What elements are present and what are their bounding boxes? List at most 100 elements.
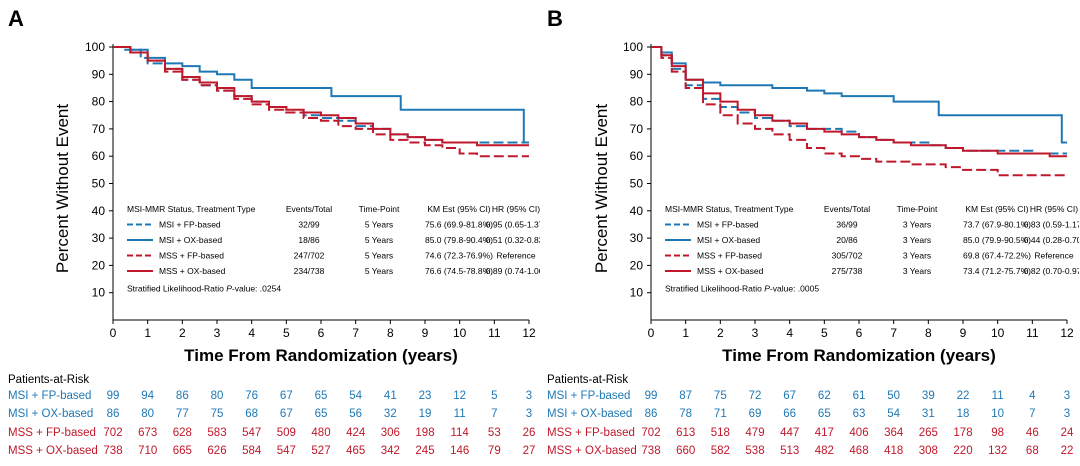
risk-count: 62	[817, 390, 831, 402]
risk-count: 3	[525, 390, 533, 402]
panel-b: B 10 20 30 40 50 60 70 80 90 100 0 1 2 3 4 5 6 7 8 9 10 11 12 T…	[539, 0, 1079, 466]
risk-count: 132	[988, 445, 1008, 457]
legend-timepoint: 3 Years	[903, 235, 931, 245]
risk-count: 65	[314, 408, 328, 420]
risk-count: 738	[103, 445, 123, 457]
risk-count: 613	[676, 427, 696, 439]
pvalue-p: P	[764, 284, 770, 294]
x-tick-label: 3	[752, 326, 759, 340]
risk-count: 19	[418, 408, 432, 420]
risk-count: 86	[106, 408, 120, 420]
risk-count: 87	[679, 390, 693, 402]
km-curve-mss-fp-based	[651, 46, 1067, 177]
risk-count: 7	[1029, 408, 1036, 420]
risk-count: 56	[349, 408, 363, 420]
x-tick-label: 9	[422, 326, 429, 340]
risk-count: 67	[279, 408, 293, 420]
y-tick-label: 60	[630, 149, 644, 163]
legend-label: MSS + OX-based	[159, 266, 226, 276]
y-tick-label: 60	[92, 149, 106, 163]
x-tick-label: 1	[682, 326, 689, 340]
risk-count: 41	[383, 390, 397, 402]
legend-events: 32/99	[298, 220, 320, 230]
legend-timepoint: 5 Years	[365, 235, 393, 245]
risk-row-label: MSS + OX-based	[547, 445, 637, 457]
risk-table-title: Patients-at-Risk	[8, 374, 90, 386]
risk-row: MSS + OX-based 738 710 665 626 584 547 527 465 34…	[8, 445, 538, 461]
risk-count: 86	[175, 390, 189, 402]
x-tick-label: 10	[453, 326, 467, 340]
x-tick-label: 10	[991, 326, 1005, 340]
legend-events: 305/702	[832, 251, 863, 261]
risk-row: MSI + OX-based 86 80 77 75 68 67 65 56 32 19 11 7 3	[8, 408, 538, 424]
risk-count: 406	[849, 427, 869, 439]
risk-count: 509	[276, 427, 296, 439]
y-tick-label: 50	[92, 177, 106, 191]
legend-header: MSI-MMR Status, Treatment Type	[127, 204, 256, 214]
legend-timepoint: 3 Years	[903, 220, 931, 230]
legend-hr: 0.83 (0.59-1.17)	[1024, 220, 1079, 230]
risk-row-label: MSI + OX-based	[8, 408, 94, 420]
legend-hr: Reference	[1034, 251, 1073, 261]
km-curve-mss-ox-based	[651, 46, 1067, 158]
risk-count: 67	[783, 390, 797, 402]
risk-count: 673	[138, 427, 158, 439]
risk-row-label: MSS + FP-based	[547, 427, 635, 439]
pvalue-prefix: Stratified Likelihood-Ratio	[665, 284, 764, 294]
risk-count: 98	[991, 427, 1005, 439]
x-tick-label: 5	[821, 326, 828, 340]
risk-count: 53	[487, 427, 501, 439]
risk-count: 5	[491, 390, 498, 402]
risk-count: 24	[1060, 427, 1074, 439]
legend-km-est: 75.6 (69.9-81.8%)	[425, 220, 493, 230]
legend-header: Events/Total	[286, 204, 332, 214]
risk-count: 417	[814, 427, 834, 439]
legend-km-est: 69.8 (67.4-72.2%)	[963, 251, 1031, 261]
legend-header: HR (95% CI)	[492, 204, 540, 214]
risk-count: 626	[207, 445, 227, 457]
x-tick-label: 2	[717, 326, 724, 340]
legend-label: MSI + FP-based	[159, 220, 221, 230]
legend-label: MSS + FP-based	[159, 251, 224, 261]
risk-row-label: MSI + FP-based	[547, 390, 631, 402]
km-curve-mss-fp-based	[113, 46, 529, 158]
risk-count: 527	[311, 445, 331, 457]
risk-count: 68	[245, 408, 259, 420]
legend-label: MSI + OX-based	[159, 235, 222, 245]
legend-pvalue: Stratified Likelihood-Ratio P-value: .00…	[665, 284, 819, 294]
y-tick-label: 30	[630, 231, 644, 245]
risk-count: 65	[314, 390, 328, 402]
legend-hr: Reference	[496, 251, 535, 261]
risk-count: 99	[106, 390, 120, 402]
risk-count: 538	[745, 445, 765, 457]
risk-row: MSS + OX-based 738 660 582 538 513 482 468 418 30…	[547, 445, 1077, 461]
y-tick-label: 10	[92, 286, 106, 300]
risk-count: 3	[525, 408, 533, 420]
risk-row: MSI + FP-based 99 87 75 72 67 62 61 50 39 22 11 4 3	[547, 390, 1077, 406]
pvalue-prefix: Stratified Likelihood-Ratio	[127, 284, 226, 294]
risk-count: 665	[172, 445, 192, 457]
legend-events: 234/738	[294, 266, 325, 276]
risk-count: 146	[450, 445, 470, 457]
risk-count: 547	[242, 427, 262, 439]
x-tick-label: 7	[352, 326, 359, 340]
x-tick-label: 8	[387, 326, 394, 340]
risk-count: 75	[713, 390, 727, 402]
risk-row-label: MSS + OX-based	[8, 445, 98, 457]
legend-km-est: 76.6 (74.5-78.8%)	[425, 266, 493, 276]
risk-count: 12	[453, 390, 467, 402]
risk-count: 79	[487, 445, 501, 457]
x-axis-label: Time From Randomization (years)	[722, 346, 996, 365]
risk-count: 11	[453, 408, 466, 420]
risk-table-title: Patients-at-Risk	[547, 374, 629, 386]
risk-row-label: MSS + FP-based	[8, 427, 96, 439]
risk-count: 364	[884, 427, 904, 439]
risk-count: 7	[491, 408, 498, 420]
risk-count: 78	[679, 408, 693, 420]
km-curve-msi-ox-based	[113, 46, 529, 144]
legend-header: KM Est (95% CI)	[427, 204, 490, 214]
x-tick-label: 11	[488, 326, 501, 340]
x-tick-label: 12	[1060, 326, 1074, 340]
risk-count: 54	[887, 408, 901, 420]
